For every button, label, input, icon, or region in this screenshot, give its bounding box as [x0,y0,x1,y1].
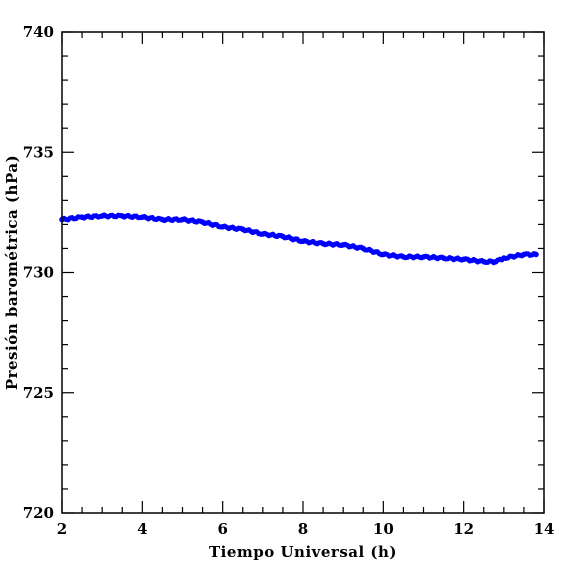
y-tick-label: 720 [23,504,54,522]
data-point [378,252,384,258]
x-tick-label: 12 [453,520,474,538]
data-point [499,257,505,263]
data-point [438,254,445,260]
data-point [338,242,344,249]
tick-labels: 2 4 6 8 10 12 14 720 725 730 735 740 [23,23,555,538]
data-point [97,213,103,220]
x-tick-label: 4 [137,520,147,538]
data-series [59,212,539,266]
x-axis-label: Tiempo Universal (h) [209,543,397,561]
x-tick-label: 14 [534,520,555,538]
data-point [298,238,304,245]
y-tick-label: 730 [23,264,54,282]
data-point [77,214,83,220]
data-point [418,255,425,261]
data-point [358,244,364,250]
data-point [398,253,405,259]
data-point [177,217,184,223]
x-tick-label: 10 [373,520,394,538]
data-point [238,225,244,231]
data-point [531,250,537,257]
x-tick-label: 2 [57,520,67,538]
data-point [459,257,465,263]
data-point [137,214,143,221]
data-point [479,257,485,264]
x-tick-label: 8 [298,520,308,538]
data-point [117,212,123,219]
data-point [157,216,164,222]
data-point [218,224,224,230]
y-tick-label: 725 [23,384,54,402]
data-point [197,218,204,224]
data-point [491,260,497,266]
axis-ticks [61,31,545,514]
y-axis-label: Presión barométrica (hPa) [3,155,21,390]
plot-frame [61,31,545,514]
y-tick-label: 735 [23,143,54,161]
y-tick-label: 740 [23,23,54,41]
data-point [278,232,284,239]
data-point [318,240,324,246]
data-point [519,253,525,259]
x-tick-label: 6 [217,520,227,538]
data-point [258,231,264,237]
